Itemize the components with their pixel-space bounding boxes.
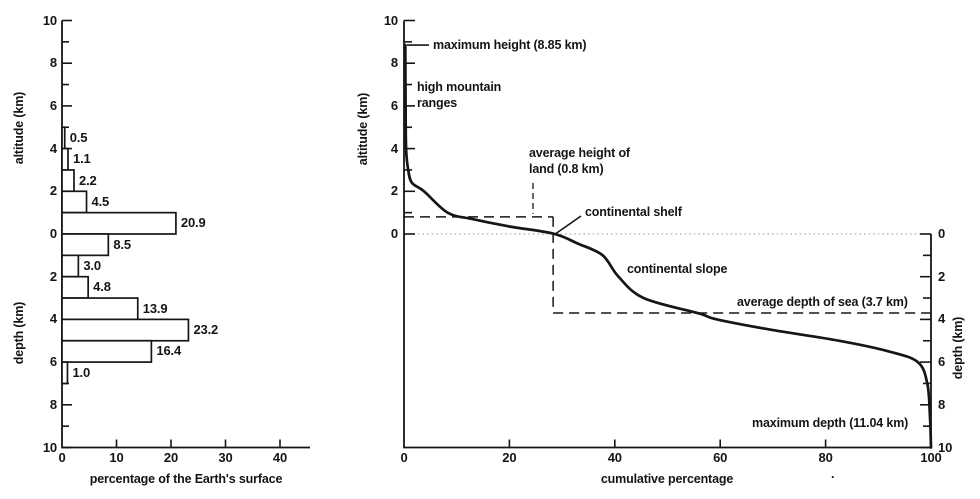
bar-value-label: 3.0 [83,258,101,274]
annotation-continental-shelf: continental shelf [585,205,682,219]
left-depth-tick-label: 2 [49,268,57,284]
annotation-line: land (0.8 km) [529,162,604,176]
bar-value-label: 4.5 [91,193,110,209]
left-altitude-tick-label: 2 [49,183,57,199]
right-altitude-axis-label: altitude (km) [356,92,370,166]
right-x-axis-label: cumulative percentage [600,472,734,486]
right-chart-depth-tick-label: 0 [938,226,946,241]
left-x-axis-label: percentage of the Earth's surface [89,472,283,486]
right-chart-altitude-tick-label: 2 [390,183,398,199]
annotation-high-mountain-ranges: high mountain ranges [417,79,501,111]
right-chart-depth-tick-label: 4 [938,311,946,327]
left-x-tick-label: 30 [218,449,233,465]
left-altitude-tick-label: 10 [42,12,57,28]
right-chart-depth-tick-label: 6 [938,354,946,370]
histogram-bar [61,275,90,299]
annotation-maximum-height: maximum height (8.85 km) [433,38,587,52]
right-chart-altitude-tick-label: 6 [390,97,398,113]
right-x-tick-label: 80 [818,449,833,465]
left-depth-tick-label: 8 [49,396,57,412]
annotation-line: average height of [529,146,630,160]
stray-print-dot: . [831,467,835,481]
histogram-bar [61,190,88,214]
histogram-bar [61,233,110,257]
right-chart-depth-tick-label: 2 [938,268,946,284]
left-altitude-tick-label: 4 [49,140,57,156]
right-chart-altitude-tick-label: 8 [390,55,398,71]
right-depth-axis-label: depth (km) [951,316,965,380]
right-chart-altitude-tick-label: 4 [390,140,398,156]
left-altitude-tick-label: 6 [49,97,57,113]
histogram-bar [61,318,190,342]
left-x-tick-label: 0 [58,449,66,465]
bar-value-label: 0.5 [69,129,88,145]
left-depth-tick-label: 4 [49,311,57,327]
left-altitude-tick-label: 0 [49,226,57,241]
bar-value-label: 1.0 [72,364,91,380]
left-depth-tick-label: 6 [49,354,57,370]
annotation-line: ranges [417,96,458,110]
left-x-tick-label: 10 [109,449,124,465]
histogram-bar [61,297,139,321]
right-x-tick-label: 60 [713,449,728,465]
histogram-bar [61,169,75,193]
right-chart-altitude-tick-label: 10 [383,12,398,28]
histogram-bar [61,339,153,363]
annotation-average-depth-of-sea: average depth of sea (3.7 km) [737,295,908,309]
left-altitude-tick-label: 8 [49,55,57,71]
bar-value-label: 2.2 [78,172,97,188]
left-depth-tick-label: 10 [42,439,57,455]
bar-value-label: 23.2 [193,322,219,338]
left-altitude-axis-label: altitude (km) [12,91,26,165]
bar-value-label: 8.5 [113,236,131,252]
histogram-bar [61,361,69,385]
bar-value-label: 16.4 [156,343,182,359]
left-x-tick-label: 40 [272,449,288,465]
annotation-maximum-depth: maximum depth (11.04 km) [752,416,909,430]
right-chart-depth-tick-label: 8 [938,396,946,412]
right-x-tick-label: 0 [400,449,408,465]
bar-value-label: 4.8 [93,279,111,295]
right-chart-depth-tick-label: 10 [938,439,953,455]
bar-value-label: 20.9 [180,215,206,231]
annotation-continental-slope: continental slope [627,262,728,276]
right-x-tick-label: 20 [502,449,517,465]
annotation-average-height-of-land: average height of land (0.8 km) [529,145,630,177]
bar-value-label: 13.9 [142,300,168,316]
histogram-bar [61,147,69,171]
right-x-tick-label: 40 [607,449,622,465]
hypsographic-curve-line [403,43,933,449]
histogram-bar [61,126,66,150]
left-x-tick-label: 20 [163,449,179,465]
annotation-line: high mountain [417,80,502,94]
histogram-bar [61,211,177,235]
left-depth-axis-label: depth (km) [12,301,26,365]
right-x-tick-label: 100 [920,449,942,465]
continental-shelf-leader-line [555,215,582,235]
right-chart-altitude-tick-label: 0 [390,226,398,241]
histogram-bar [61,254,80,278]
bar-value-label: 1.1 [72,151,91,167]
